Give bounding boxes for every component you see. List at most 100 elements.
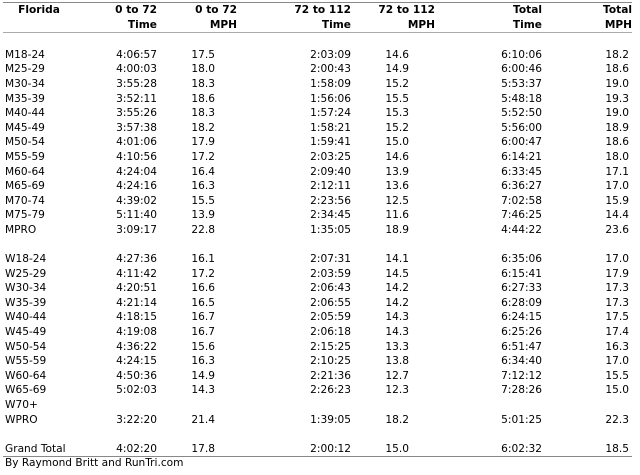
table-row: W65-69 5:02:03 14.3 2:26:23 12.3 7:28:26 15.0 bbox=[3, 383, 632, 398]
table-row: W35-39 4:21:14 16.5 2:06:55 14.2 6:28:09 17.3 bbox=[3, 296, 632, 311]
seg2-time: 2:26:23 bbox=[310, 384, 351, 397]
seg2-time: 2:00:12 bbox=[237, 441, 351, 458]
seg1-mph: 18.3 bbox=[191, 77, 215, 90]
total-mph: 17.0 bbox=[605, 180, 629, 193]
seg2-mph: 12.3 bbox=[385, 384, 409, 397]
row-label: M25-29 bbox=[5, 63, 45, 76]
seg2-mph: 15.2 bbox=[385, 121, 409, 134]
seg1-mph: 13.9 bbox=[191, 209, 215, 222]
total-mph: 17.4 bbox=[605, 326, 629, 339]
total-mph: 18.5 bbox=[542, 441, 632, 458]
total-mph: 15.5 bbox=[605, 369, 629, 382]
header-row-2: Time MPH Time MPH Time MPH bbox=[3, 17, 632, 34]
seg2-mph: 12.7 bbox=[385, 369, 409, 382]
seg2-mph bbox=[351, 398, 435, 413]
spacer-row bbox=[3, 33, 632, 48]
row-label: M60-64 bbox=[5, 165, 45, 178]
row-label: W50-54 bbox=[5, 340, 47, 353]
table-row: M18-24 4:06:57 17.5 2:03:09 14.6 6:10:06 18.2 bbox=[3, 48, 632, 63]
subheader-total-time: Time bbox=[435, 17, 542, 34]
total-mph: 16.3 bbox=[605, 340, 629, 353]
results-table: Florida 0 to 72 0 to 72 72 to 112 72 to … bbox=[3, 1, 632, 458]
total-time: 6:36:27 bbox=[501, 180, 542, 193]
table-row: W50-54 4:36:22 15.6 2:15:25 13.3 6:51:47 16.3 bbox=[3, 340, 632, 355]
seg1-mph: 15.5 bbox=[191, 194, 215, 207]
seg1-mph bbox=[157, 398, 237, 413]
table-row: M30-34 3:55:28 18.3 1:58:09 15.2 5:53:37 19.0 bbox=[3, 77, 632, 92]
table-row: W70+ bbox=[3, 398, 632, 413]
seg2-time: 2:34:45 bbox=[310, 209, 351, 222]
row-label: M40-44 bbox=[5, 107, 45, 120]
seg2-time: 2:10:25 bbox=[310, 355, 351, 368]
total-time: 7:28:26 bbox=[501, 384, 542, 397]
seg1-time: 4:18:15 bbox=[116, 311, 157, 324]
total-mph: 14.4 bbox=[605, 209, 629, 222]
table-row: Grand Total 4:02:20 17.8 2:00:12 15.0 6:02:32… bbox=[3, 441, 632, 458]
total-mph: 17.0 bbox=[605, 355, 629, 368]
seg2-time: 1:39:05 bbox=[310, 413, 351, 426]
seg2-mph: 15.0 bbox=[385, 136, 409, 149]
total-time: 7:12:12 bbox=[501, 369, 542, 382]
seg1-mph: 15.6 bbox=[191, 340, 215, 353]
header-seg2-mph: 72 to 112 bbox=[351, 1, 435, 18]
seg1-time bbox=[75, 398, 157, 413]
spacer-row bbox=[3, 427, 632, 442]
seg2-time: 1:56:06 bbox=[310, 92, 351, 105]
seg2-time: 2:21:36 bbox=[310, 369, 351, 382]
total-time: 6:27:33 bbox=[501, 282, 542, 295]
row-label: M75-79 bbox=[5, 209, 45, 222]
seg1-mph: 22.8 bbox=[191, 223, 215, 236]
total-time: 6:15:41 bbox=[501, 267, 542, 280]
total-time: 6:35:06 bbox=[501, 253, 542, 266]
seg2-time: 1:58:09 bbox=[310, 77, 351, 90]
seg1-time: 3:09:17 bbox=[116, 223, 157, 236]
row-label: W18-24 bbox=[5, 253, 47, 266]
total-mph: 17.5 bbox=[605, 311, 629, 324]
total-mph: 17.9 bbox=[605, 267, 629, 280]
total-time: 6:14:21 bbox=[501, 150, 542, 163]
total-mph: 18.0 bbox=[605, 150, 629, 163]
row-label: M18-24 bbox=[5, 48, 45, 61]
seg1-mph: 16.7 bbox=[191, 311, 215, 324]
total-mph bbox=[542, 398, 632, 413]
table-row: W25-29 4:11:42 17.2 2:03:59 14.5 6:15:41 17.9 bbox=[3, 267, 632, 282]
seg1-time: 5:11:40 bbox=[116, 209, 157, 222]
seg2-mph: 14.1 bbox=[385, 253, 409, 266]
seg2-time: 2:09:40 bbox=[310, 165, 351, 178]
seg1-time: 4:11:42 bbox=[116, 267, 157, 280]
seg2-mph: 13.3 bbox=[385, 340, 409, 353]
seg1-mph: 16.7 bbox=[191, 326, 215, 339]
table-row: W30-34 4:20:51 16.6 2:06:43 14.2 6:27:33 17.3 bbox=[3, 281, 632, 296]
total-mph: 18.2 bbox=[605, 48, 629, 61]
header-seg1-time: 0 to 72 bbox=[75, 1, 157, 18]
seg2-time: 2:03:25 bbox=[310, 150, 351, 163]
subheader-seg1-mph: MPH bbox=[157, 17, 237, 34]
total-mph: 22.3 bbox=[605, 413, 629, 426]
seg2-mph: 12.5 bbox=[385, 194, 409, 207]
header-seg2-time: 72 to 112 bbox=[237, 1, 351, 18]
table-row: MPRO 3:09:17 22.8 1:35:05 18.9 4:44:22 23.6 bbox=[3, 223, 632, 238]
seg1-mph: 16.3 bbox=[191, 355, 215, 368]
total-mph: 17.1 bbox=[605, 165, 629, 178]
total-mph: 19.0 bbox=[605, 107, 629, 120]
total-time: 5:56:00 bbox=[501, 121, 542, 134]
row-label: W40-44 bbox=[5, 311, 47, 324]
seg2-mph: 14.9 bbox=[385, 63, 409, 76]
total-mph: 17.0 bbox=[605, 253, 629, 266]
total-mph: 19.0 bbox=[605, 77, 629, 90]
total-mph: 18.6 bbox=[605, 136, 629, 149]
total-time: 7:02:58 bbox=[501, 194, 542, 207]
seg1-mph: 16.4 bbox=[191, 165, 215, 178]
row-label: W30-34 bbox=[5, 282, 47, 295]
seg1-time: 4:20:51 bbox=[116, 282, 157, 295]
seg2-time: 1:58:21 bbox=[310, 121, 351, 134]
total-time: 6:34:40 bbox=[501, 355, 542, 368]
seg1-mph: 17.8 bbox=[157, 441, 237, 458]
seg2-time: 1:59:41 bbox=[310, 136, 351, 149]
total-mph: 17.3 bbox=[605, 282, 629, 295]
seg2-time: 2:23:56 bbox=[310, 194, 351, 207]
header-seg1-mph: 0 to 72 bbox=[157, 1, 237, 18]
seg2-mph: 13.8 bbox=[385, 355, 409, 368]
header-total-time: Total bbox=[435, 1, 542, 18]
total-time: 6:02:32 bbox=[435, 441, 542, 458]
